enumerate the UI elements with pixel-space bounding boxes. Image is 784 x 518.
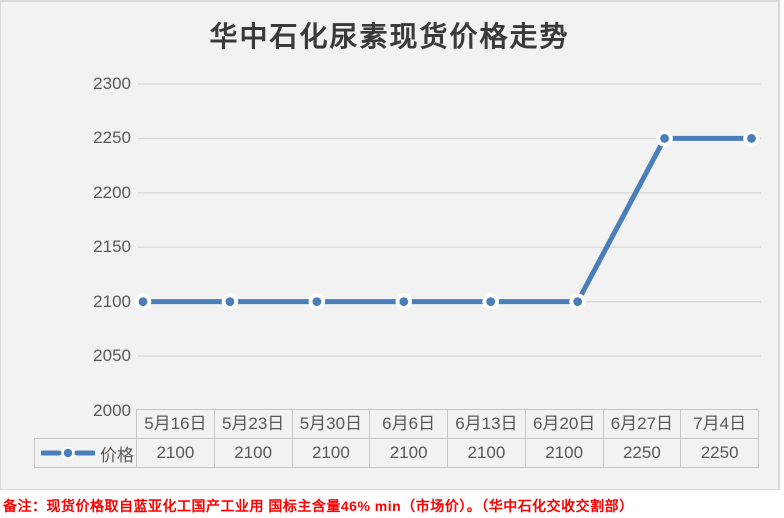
data-point-marker-dot: [312, 297, 322, 307]
y-axis-tick-label: 2150: [93, 237, 131, 257]
y-axis-tick-label: 2300: [93, 74, 131, 93]
price-value-cell: 2250: [602, 439, 681, 467]
date-header-cell: 6月27日: [602, 410, 681, 438]
y-axis-tick-label: 2000: [93, 400, 131, 420]
data-point-marker-dot: [573, 297, 583, 307]
price-value-row: 2100 2100 2100 2100 2100 2100 2250 2250: [137, 439, 758, 467]
legend-series-label: 价格: [100, 445, 134, 465]
price-value-cell: 2100: [213, 439, 292, 467]
data-point-marker-dot: [399, 297, 409, 307]
chart-data-table: 5月16日 5月23日 5月30日 6月6日 6月13日 6月20日 6月27日 7月4日 2…: [136, 409, 759, 468]
price-value-cell: 2250: [680, 439, 758, 467]
y-axis-tick-label: 2250: [93, 128, 131, 148]
data-point-marker-dot: [747, 134, 756, 143]
price-value-cell: 2100: [369, 439, 447, 467]
date-header-cell: 6月6日: [369, 410, 447, 438]
price-value-cell: 2100: [447, 439, 525, 467]
legend-key-cell: 价格: [34, 438, 137, 468]
footnote: 备注：现货价格取自蓝亚化工国产工业用 国标主含量46% min（市场价）。（华中…: [3, 498, 634, 514]
price-value-cell: 2100: [524, 439, 603, 467]
gridlines: [138, 83, 761, 357]
date-header-cell: 6月20日: [524, 410, 603, 438]
price-value-cell: 2100: [156, 443, 195, 462]
date-header-cell: 5月30日: [291, 410, 370, 438]
data-point-marker-dot: [138, 297, 148, 307]
chart-frame: 华中石化尿素现货价格走势 2300 2250 2200 2150 2100 2050 200…: [0, 0, 780, 490]
chart-title: 华中石化尿素现货价格走势: [209, 22, 570, 53]
data-point-marker-dot: [660, 134, 669, 143]
date-header-row: 5月16日 5月23日 5月30日 6月6日 6月13日 6月20日 6月27日 7月4日: [137, 410, 758, 439]
line-marker-legend-icon: [41, 446, 95, 460]
price-line-series: [140, 135, 754, 305]
date-header-cell: 6月13日: [447, 410, 525, 438]
price-value-cell: 2100: [291, 439, 370, 467]
price-trend-plot: [134, 83, 761, 357]
date-header-cell: 5月16日: [144, 414, 207, 433]
date-header-cell: 7月4日: [680, 410, 758, 438]
data-point-marker-dot: [486, 297, 496, 307]
data-point-markers: [134, 130, 760, 310]
y-axis-tick-label: 2100: [93, 291, 131, 311]
y-axis-tick-label: 2200: [93, 182, 131, 202]
date-header-cell: 5月23日: [213, 410, 292, 438]
data-point-marker-dot: [225, 297, 235, 307]
y-axis-tick-label: 2050: [93, 346, 131, 366]
